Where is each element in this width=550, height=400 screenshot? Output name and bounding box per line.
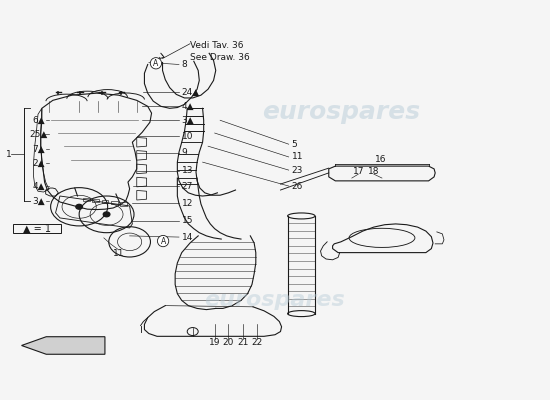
Text: 12: 12 (182, 199, 193, 208)
Text: A: A (161, 236, 166, 246)
Text: Vedi Tav. 36
See Draw. 36: Vedi Tav. 36 See Draw. 36 (190, 40, 250, 62)
Text: 4▲: 4▲ (32, 182, 45, 190)
Text: 4▲: 4▲ (182, 102, 194, 111)
Text: 3▲: 3▲ (182, 116, 194, 125)
Text: 7▲: 7▲ (32, 144, 45, 154)
Text: 10: 10 (182, 132, 193, 141)
Text: 21: 21 (238, 338, 249, 347)
Text: 20: 20 (223, 338, 234, 347)
Text: 5: 5 (292, 140, 297, 149)
Text: 6▲: 6▲ (32, 116, 45, 125)
Circle shape (76, 204, 82, 209)
Text: A: A (153, 59, 158, 68)
Text: 19: 19 (209, 338, 221, 347)
Text: 18: 18 (368, 167, 380, 176)
Text: 9: 9 (182, 148, 188, 158)
Text: 13: 13 (182, 166, 193, 176)
Text: 22: 22 (252, 338, 263, 347)
Text: 1: 1 (6, 150, 12, 159)
Text: 16: 16 (375, 155, 387, 164)
Polygon shape (21, 337, 105, 354)
Text: 24▲: 24▲ (182, 88, 200, 97)
Text: 15: 15 (182, 216, 193, 225)
Text: 25▲: 25▲ (29, 130, 47, 139)
Text: 11: 11 (113, 249, 124, 258)
Circle shape (103, 212, 110, 217)
Text: 3▲: 3▲ (32, 197, 45, 206)
Text: 27: 27 (182, 182, 193, 190)
Text: 8: 8 (182, 60, 188, 69)
Text: 11: 11 (292, 152, 303, 162)
Text: ▲ = 1: ▲ = 1 (23, 223, 51, 233)
Text: 17: 17 (353, 167, 364, 176)
Text: eurospares: eurospares (205, 290, 345, 310)
Text: 23: 23 (292, 166, 303, 175)
Text: 2▲: 2▲ (32, 159, 45, 168)
Text: eurospares: eurospares (262, 100, 420, 124)
Text: 26: 26 (292, 182, 303, 190)
Text: 14: 14 (182, 232, 193, 242)
